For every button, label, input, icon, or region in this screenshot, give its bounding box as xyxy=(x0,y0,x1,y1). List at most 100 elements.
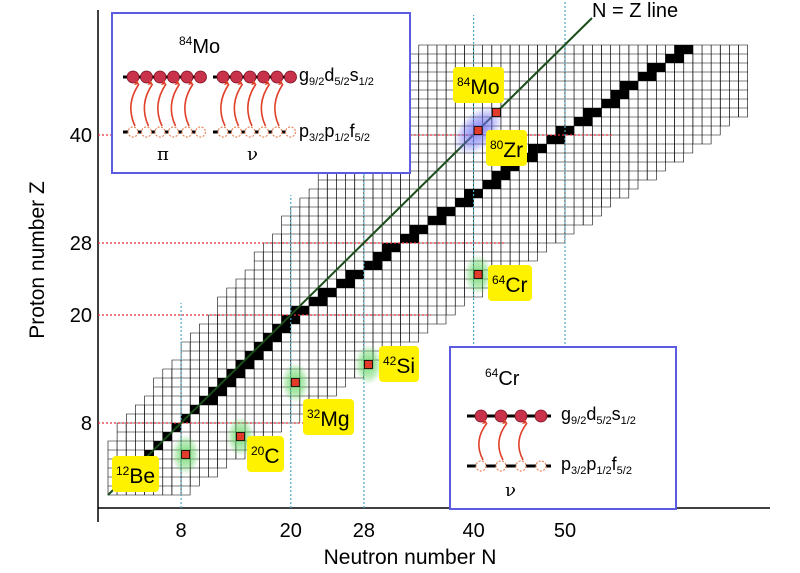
pi-label: π xyxy=(157,144,169,165)
hole xyxy=(194,126,207,138)
excitation-arrow xyxy=(143,83,154,127)
particle xyxy=(284,70,297,84)
excitation-arrow xyxy=(170,83,181,127)
excitation-arrow xyxy=(274,83,284,127)
arrow-head xyxy=(502,419,507,424)
particle xyxy=(140,70,153,84)
particle xyxy=(243,70,257,84)
x-tick-label-28: 28 xyxy=(353,520,375,542)
tick-labels: 8 20 28 40 50 8 20 28 40 xyxy=(70,125,576,542)
inset-84mo: 84Mo g9/2d5/2s1/2 p3/2p1/2f5/2 π ν xyxy=(111,12,411,174)
marker-80zr xyxy=(473,126,483,135)
particles xyxy=(474,409,548,472)
marker-64cr xyxy=(473,270,483,279)
y-tick-label-20: 20 xyxy=(70,305,92,327)
arrow-head xyxy=(224,80,229,85)
y-tick-label-40: 40 xyxy=(70,125,92,147)
excitation-arrows xyxy=(478,419,528,461)
x-tick-label-8: 8 xyxy=(176,520,187,542)
hole xyxy=(244,126,256,138)
particle xyxy=(257,70,270,84)
particle xyxy=(270,70,284,84)
n-equals-z-line xyxy=(107,17,593,496)
label-42si: 42Si xyxy=(379,346,420,382)
hole xyxy=(154,126,166,138)
arrow-head xyxy=(251,80,256,85)
hole xyxy=(515,460,527,472)
excitation-arrow xyxy=(478,422,488,461)
excitation-arrow xyxy=(157,83,167,127)
y-axis-title: Proton number Z xyxy=(26,181,49,339)
arrow-head xyxy=(161,80,166,85)
stable-nuclei xyxy=(117,45,693,486)
hole xyxy=(535,460,547,472)
stable-cells xyxy=(117,45,693,486)
particle xyxy=(474,409,488,423)
nucleus-markers xyxy=(181,108,501,459)
x-axis-title: Neutron number N xyxy=(323,546,497,569)
arrow-head xyxy=(174,80,180,85)
excitation-arrow xyxy=(247,83,257,127)
lower-orbitals: p3/2p1/2f5/2 xyxy=(299,121,370,144)
arrow-head xyxy=(264,80,270,85)
nz-line-label: N = Z line xyxy=(592,0,679,22)
particle xyxy=(126,70,140,84)
hole xyxy=(257,126,270,138)
excitation-arrow xyxy=(130,83,140,127)
particle xyxy=(216,70,230,84)
y-tick-label-28: 28 xyxy=(70,233,92,255)
x-tick-label-40: 40 xyxy=(462,520,484,542)
inset-84mo-diagram xyxy=(123,70,297,138)
marker-84mo xyxy=(491,108,501,117)
excitation-arrow xyxy=(184,83,194,127)
particles xyxy=(126,70,297,138)
hole xyxy=(230,126,243,138)
marker-42si xyxy=(364,360,373,369)
hole xyxy=(495,460,507,472)
x-tick-label-20: 20 xyxy=(280,520,302,542)
inset-84mo-title: 84Mo xyxy=(179,34,221,58)
hole xyxy=(217,126,229,138)
inset-64cr-title: 64Cr xyxy=(485,366,520,390)
excitation-arrow xyxy=(233,83,244,127)
y-tick-label-8: 8 xyxy=(81,413,92,435)
excitation-arrows xyxy=(130,80,284,127)
particle xyxy=(534,409,548,423)
hole xyxy=(475,460,487,472)
excitation-arrow xyxy=(220,83,230,127)
hole xyxy=(127,126,139,138)
hole xyxy=(271,126,283,138)
particle xyxy=(153,70,167,84)
label-12be: 12Be xyxy=(112,456,160,492)
nu-label: ν xyxy=(247,144,258,165)
excitation-arrow xyxy=(518,422,528,461)
label-84mo: 84Mo xyxy=(453,67,504,103)
marker-32mg xyxy=(290,378,300,387)
upper-orbitals: g9/2d5/2s1/2 xyxy=(561,404,636,427)
particle xyxy=(180,70,194,84)
arrow-head xyxy=(147,80,153,85)
label-80zr: 80Zr xyxy=(486,130,528,166)
label-20c: 20C xyxy=(247,436,284,472)
excitation-arrow xyxy=(498,422,508,461)
hole xyxy=(140,126,153,138)
lower-orbitals: p3/2p1/2f5/2 xyxy=(561,454,632,477)
nu-label: ν xyxy=(505,480,516,501)
particle xyxy=(194,70,207,84)
inset-64cr: 64Cr g9/2d5/2s1/2 p3/2p1/2f5/2 ν xyxy=(449,346,677,510)
label-64cr: 64Cr xyxy=(488,265,532,301)
particle xyxy=(494,409,508,423)
marker-20c xyxy=(236,432,245,441)
particle xyxy=(167,70,180,84)
label-32mg: 32Mg xyxy=(303,399,354,435)
hole xyxy=(284,126,297,138)
marker-12be xyxy=(181,450,191,459)
arrow-head xyxy=(188,80,193,85)
particle xyxy=(514,409,528,423)
arrow-head xyxy=(522,419,527,424)
upper-orbitals: g9/2d5/2s1/2 xyxy=(299,65,374,88)
arrow-head xyxy=(237,80,243,85)
arrow-head xyxy=(134,80,139,85)
inset-64cr-diagram xyxy=(467,409,551,472)
